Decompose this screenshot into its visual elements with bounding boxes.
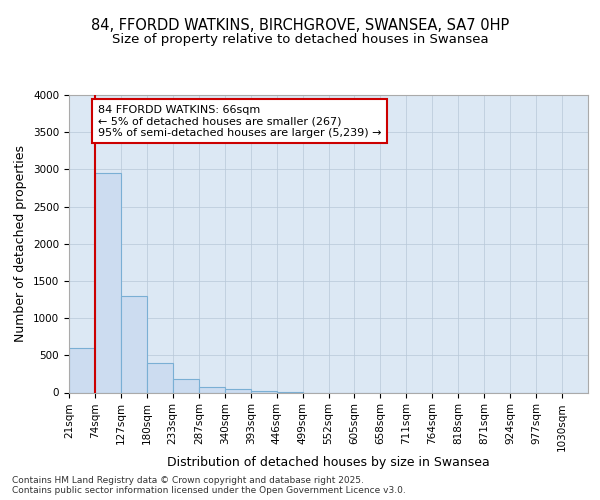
Text: Contains HM Land Registry data © Crown copyright and database right 2025.
Contai: Contains HM Land Registry data © Crown c… (12, 476, 406, 495)
Bar (173, 380, 199, 392)
Text: 84, FFORDD WATKINS, BIRCHGROVE, SWANSEA, SA7 0HP: 84, FFORDD WATKINS, BIRCHGROVE, SWANSEA,… (91, 18, 509, 32)
Y-axis label: Number of detached properties: Number of detached properties (14, 145, 28, 342)
Bar (121, 296, 147, 392)
Text: 84 FFORDD WATKINS: 66sqm
← 5% of detached houses are smaller (267)
95% of semi-d: 84 FFORDD WATKINS: 66sqm ← 5% of detache… (98, 104, 382, 138)
Bar (225, 389, 251, 392)
X-axis label: Distribution of detached houses by size in Swansea: Distribution of detached houses by size … (167, 456, 490, 469)
Text: Size of property relative to detached houses in Swansea: Size of property relative to detached ho… (112, 32, 488, 46)
Bar (199, 386, 225, 392)
Bar (69, 348, 95, 393)
Bar (95, 173, 121, 392)
Bar (147, 363, 173, 392)
